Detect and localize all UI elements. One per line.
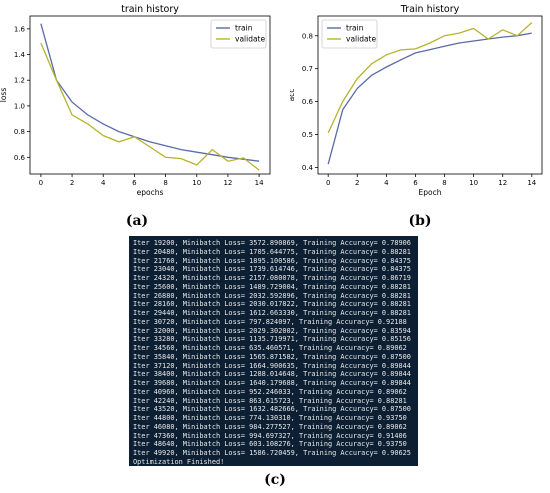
legend-box [210, 19, 267, 49]
x-tick-label: 12 [498, 179, 507, 187]
x-tick-label: 10 [469, 179, 478, 187]
y-tick-label: 1.6 [14, 25, 26, 33]
x-tick-label: 10 [192, 179, 201, 187]
chart-title: Train history [400, 4, 460, 15]
legend: train validate [321, 19, 378, 49]
legend-label: train [346, 24, 364, 33]
legend-label: validate [346, 35, 376, 44]
series-line-validate [40, 42, 260, 171]
log-line: Iter 39680, Minibatch Loss= 1640.179688,… [133, 379, 411, 387]
x-tick-label: 2 [70, 179, 74, 187]
log-line: Iter 28160, Minibatch Loss= 2030.017822,… [133, 300, 411, 309]
log-line: Iter 30720, Minibatch Loss= 797.824097, … [133, 317, 407, 326]
x-tick-label: 0 [326, 179, 330, 187]
y-tick-label: 0.4 [302, 164, 314, 172]
log-line: Iter 37120, Minibatch Loss= 1664.900635,… [133, 361, 411, 370]
caption-b: (b) [408, 213, 432, 229]
series-line-validate [327, 22, 533, 134]
y-tick-label: 0.5 [302, 131, 313, 139]
y-axis-label: acc [290, 89, 296, 102]
log-line: Optimization Finished! [133, 457, 225, 466]
legend-box [321, 19, 378, 49]
log-line: Iter 49920, Minibatch Loss= 1586.720459,… [133, 449, 411, 457]
log-line: Iter 21760, Minibatch Loss= 1895.100586,… [133, 256, 411, 265]
log-line: Iter 19200, Minibatch Loss= 3572.890869,… [133, 239, 411, 247]
legend: train validate [210, 19, 267, 49]
x-tick-label: 14 [255, 179, 264, 187]
log-line: Iter 34560, Minibatch Loss= 635.460571, … [133, 344, 407, 352]
log-line: Iter 35840, Minibatch Loss= 1565.871582,… [133, 352, 411, 361]
legend-label: validate [235, 35, 265, 44]
log-line: Iter 20480, Minibatch Loss= 1705.644775,… [133, 247, 411, 256]
caption-a: (a) [125, 213, 149, 229]
series-line-train [327, 32, 532, 165]
x-tick-label: 0 [39, 179, 43, 187]
log-line: Iter 38400, Minibatch Loss= 1288.014648,… [133, 370, 411, 379]
log-line: Iter 40960, Minibatch Loss= 952.246033, … [133, 387, 407, 396]
log-line: Iter 42240, Minibatch Loss= 863.615723, … [133, 396, 407, 405]
log-line: Iter 26880, Minibatch Loss= 2032.592896,… [133, 291, 411, 300]
y-tick-label: 0.7 [302, 65, 313, 73]
log-line: Iter 48640, Minibatch Loss= 603.108276, … [133, 440, 407, 449]
y-axis-label: loss [0, 88, 8, 103]
y-tick-label: 1.4 [14, 51, 26, 59]
legend-label: train [235, 24, 253, 33]
x-tick-label: 6 [132, 179, 137, 187]
x-tick-label: 4 [101, 179, 106, 187]
y-tick-label: 0.6 [302, 98, 314, 106]
x-tick-label: 14 [527, 179, 536, 187]
y-tick-label: 0.8 [14, 128, 25, 136]
log-line: Iter 25600, Minibatch Loss= 1489.729004,… [133, 282, 411, 291]
log-line: Iter 43520, Minibatch Loss= 1632.482666,… [133, 405, 411, 414]
chart-title: train history [121, 4, 179, 15]
loss-history-chart: train history 0 2 4 6 8 10 12 14 0.6 0.8 1.0 1.2 1.4 1… [0, 4, 271, 197]
log-line: Iter 47360, Minibatch Loss= 994.697327, … [133, 431, 407, 440]
y-tick-label: 0.6 [14, 154, 26, 162]
y-tick-label: 1.2 [14, 77, 25, 85]
log-line: Iter 29440, Minibatch Loss= 1612.663330,… [133, 309, 411, 317]
log-line: Iter 23040, Minibatch Loss= 1739.614746,… [133, 265, 411, 274]
training-log-terminal: Iter 19200, Minibatch Loss= 3572.890869,… [129, 236, 418, 466]
y-tick-label: 1.0 [14, 102, 25, 110]
log-line: Iter 44800, Minibatch Loss= 774.130310, … [133, 414, 407, 422]
x-tick-label: 12 [223, 179, 232, 187]
x-tick-label: 8 [163, 179, 167, 187]
x-tick-label: 4 [384, 179, 389, 187]
accuracy-history-chart: Train history 0 2 4 6 8 10 12 14 0.4 0.5 0.6 0.7 0.8 E… [290, 4, 543, 197]
x-tick-label: 2 [355, 179, 359, 187]
log-line: Iter 32000, Minibatch Loss= 2029.302002,… [133, 326, 411, 335]
x-tick-label: 6 [413, 179, 418, 187]
series-line-train [40, 23, 260, 162]
y-tick-label: 0.8 [302, 32, 313, 40]
caption-c: (c) [264, 472, 286, 488]
x-tick-label: 8 [442, 179, 446, 187]
log-line: Iter 24320, Minibatch Loss= 2157.080078,… [133, 274, 411, 282]
x-axis-label: epochs [137, 188, 164, 197]
log-line: Iter 33280, Minibatch Loss= 1135.719971,… [133, 335, 411, 344]
x-axis-label: Epoch [419, 188, 442, 197]
log-line: Iter 46080, Minibatch Loss= 984.277527, … [133, 422, 407, 431]
